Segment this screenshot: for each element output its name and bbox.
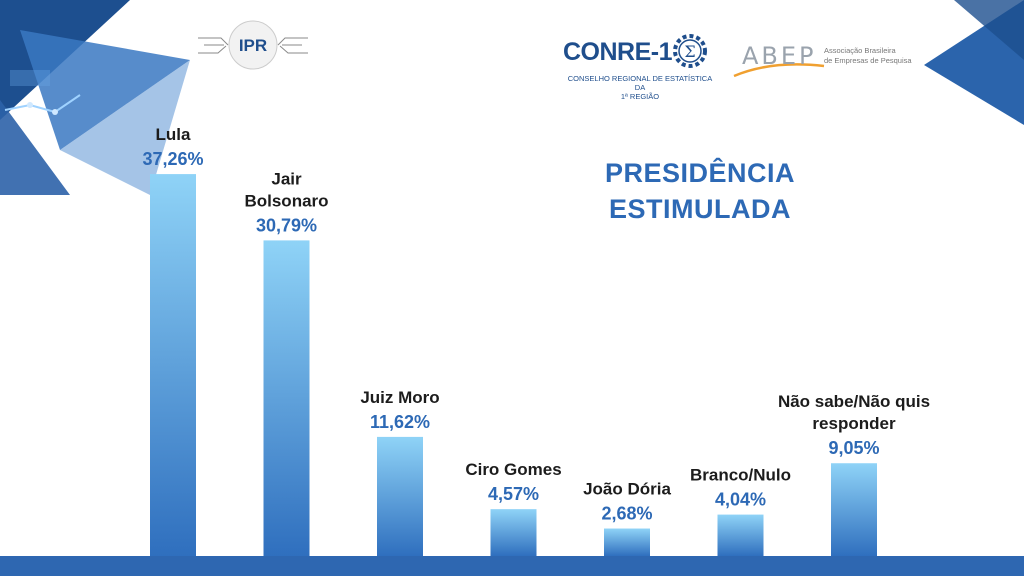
conre-logo: CONRE-1 Σ CONSELHO REGIONAL DE ESTATÍSTI… (563, 30, 723, 101)
bar-value-label-5: 4,04% (715, 490, 766, 510)
abep-subtitle-line-2: de Empresas de Pesquisa (824, 56, 912, 65)
bar-6 (831, 463, 877, 556)
bar-value-label-3: 4,57% (488, 484, 539, 504)
ipr-logo: IPR (196, 18, 310, 76)
bar-category-label-4-line-0: João Dória (583, 480, 671, 499)
bar-value-label-2: 11,62% (370, 412, 430, 432)
chart-title-line-1: PRESIDÊNCIA (604, 158, 796, 188)
bar-category-label-1-line-1: Bolsonaro (244, 191, 328, 210)
bar-value-label-4: 2,68% (601, 504, 652, 524)
conre-subtitle-line-2: 1ª REGIÃO (620, 92, 660, 101)
ipr-logo-text: IPR (239, 36, 267, 55)
conre-name: CONRE-1 (563, 38, 673, 66)
bar-category-label-3-line-0: Ciro Gomes (465, 460, 561, 479)
bar-value-label-0: 37,26% (142, 149, 203, 169)
chart-title-line-2: ESTIMULADA (609, 194, 791, 224)
bar-0 (150, 174, 196, 556)
bar-1 (263, 240, 310, 556)
decorative-corner-left (0, 0, 200, 200)
abep-swoosh-icon (733, 63, 825, 78)
gear-sigma-icon: Σ (673, 34, 707, 68)
bar-category-label-5-line-0: Branco/Nulo (690, 466, 791, 485)
footer-band (0, 556, 1024, 576)
conre-subtitle-line-1: CONSELHO REGIONAL DE ESTATÍSTICA DA (567, 74, 713, 92)
svg-text:Σ: Σ (684, 42, 695, 61)
decorative-corner-right (924, 0, 1024, 125)
bar-4 (604, 528, 650, 556)
bar-value-label-6: 9,05% (828, 438, 879, 458)
bar-category-label-6-line-0: Não sabe/Não quis (778, 392, 930, 411)
abep-subtitle-line-1: Associação Brasileira (824, 46, 896, 55)
chart-title: PRESIDÊNCIA ESTIMULADA (580, 155, 820, 227)
abep-logo: ABEP Associação Brasileira de Empresas d… (732, 38, 922, 88)
bar-2 (377, 436, 423, 556)
bar-3 (490, 509, 537, 556)
bar-category-label-6-line-1: responder (812, 414, 896, 433)
bar-category-label-2-line-0: Juiz Moro (360, 388, 439, 407)
bar-5 (717, 514, 764, 556)
bar-category-label-0-line-0: Lula (156, 125, 191, 144)
bar-value-label-1: 30,79% (256, 215, 317, 235)
abep-name: ABEP (742, 42, 817, 70)
bar-category-label-1-line-0: Jair (271, 169, 302, 188)
